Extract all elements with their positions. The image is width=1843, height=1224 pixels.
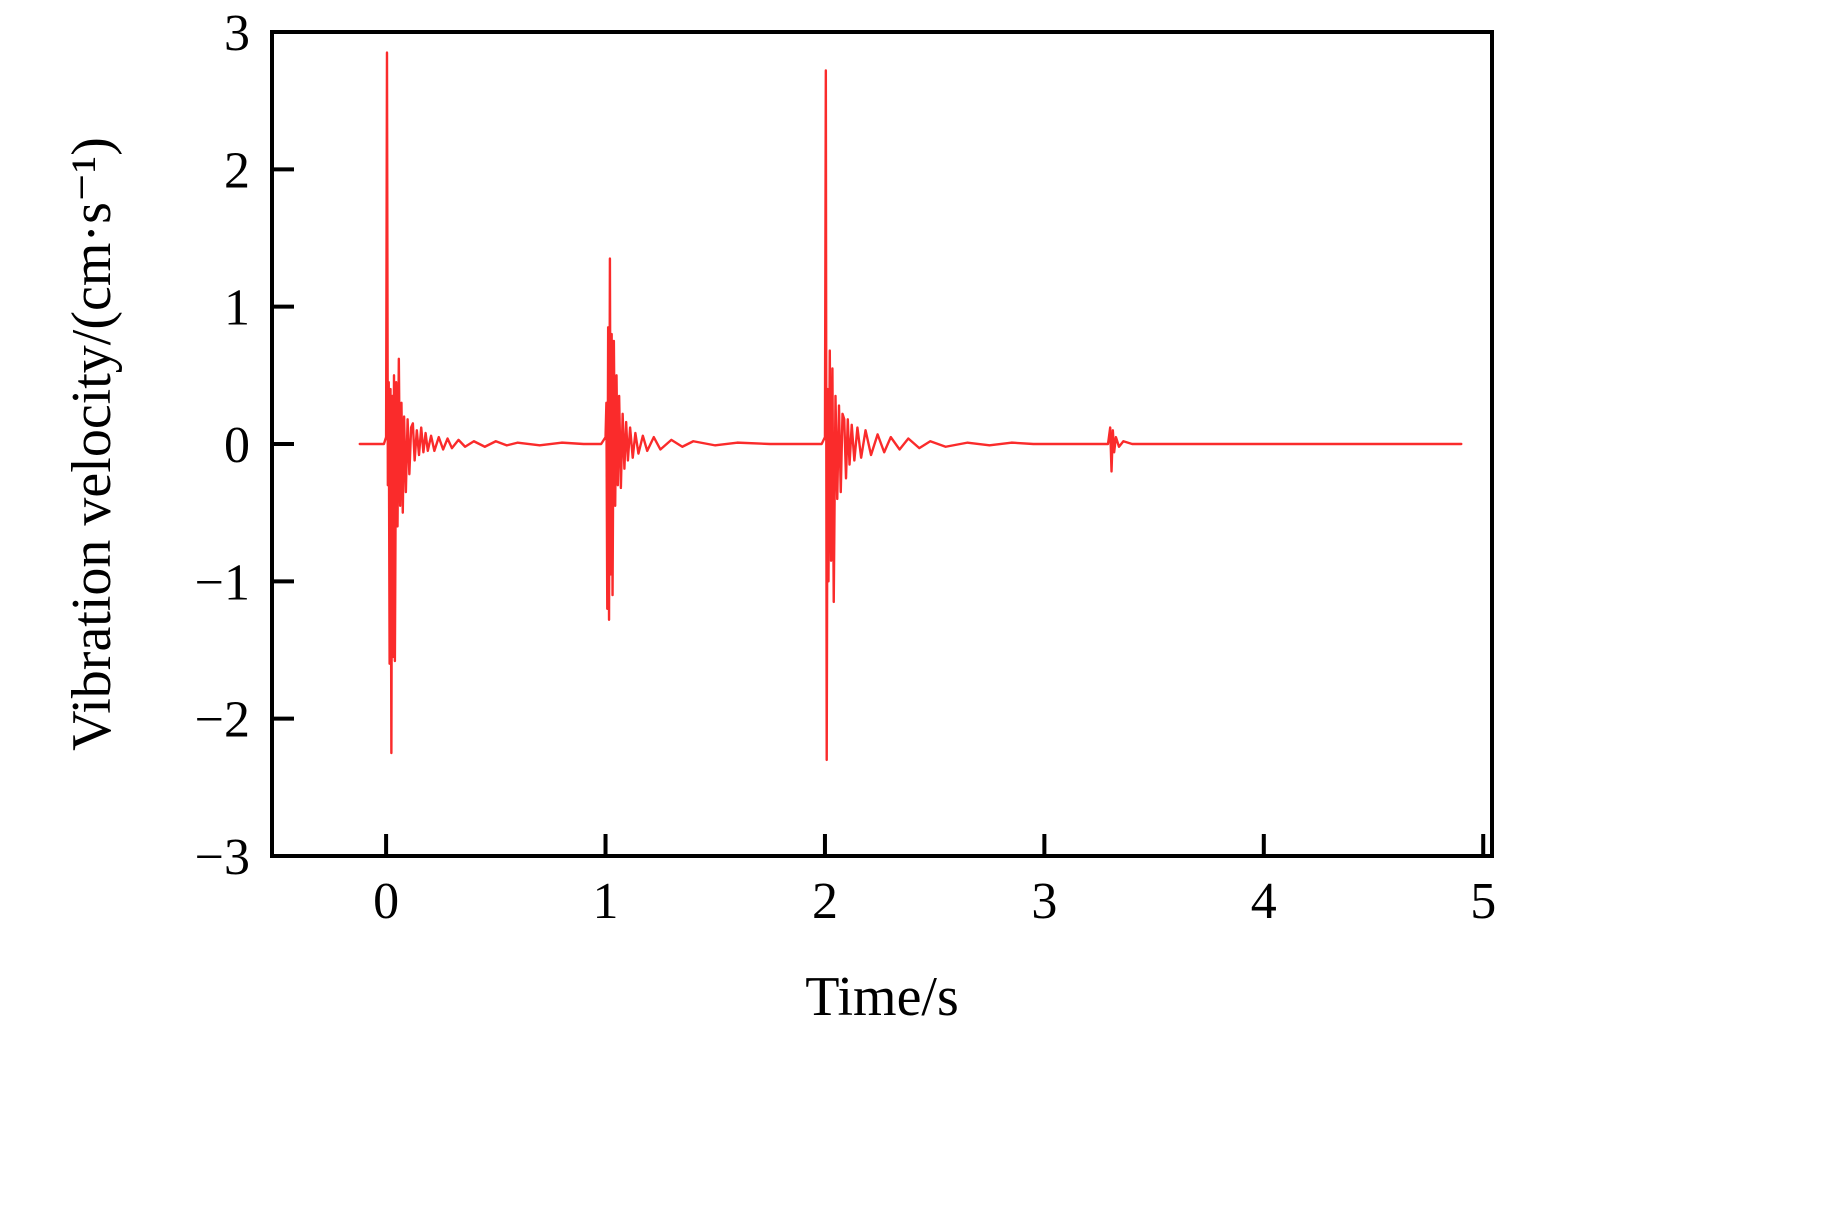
y-tick-label: 0 [224, 417, 250, 474]
axis-ticks [272, 30, 1486, 858]
y-tick-label: 1 [224, 280, 250, 337]
data-line-vibration-velocity [358, 51, 1463, 762]
y-tick-label: −2 [195, 692, 250, 749]
x-tick-label: 3 [1031, 873, 1057, 930]
y-tick-label: 2 [224, 142, 250, 199]
data-series [358, 51, 1463, 762]
y-axis-label: Vibration velocity/(cm·s⁻¹) [61, 137, 123, 751]
x-tick-label: 4 [1251, 873, 1277, 930]
y-tick-labels: −3 −2 −1 0 1 2 3 [195, 5, 250, 886]
x-axis-label: Time/s [805, 966, 959, 1028]
y-tick-label: −3 [195, 829, 250, 886]
x-tick-labels: 0 1 2 3 4 5 [373, 873, 1496, 930]
x-tick-label: 0 [373, 873, 399, 930]
x-tick-label: 5 [1470, 873, 1496, 930]
y-tick-label: −1 [195, 554, 250, 611]
y-tick-label: 3 [224, 5, 250, 62]
x-tick-label: 2 [812, 873, 838, 930]
x-tick-label: 1 [593, 873, 619, 930]
